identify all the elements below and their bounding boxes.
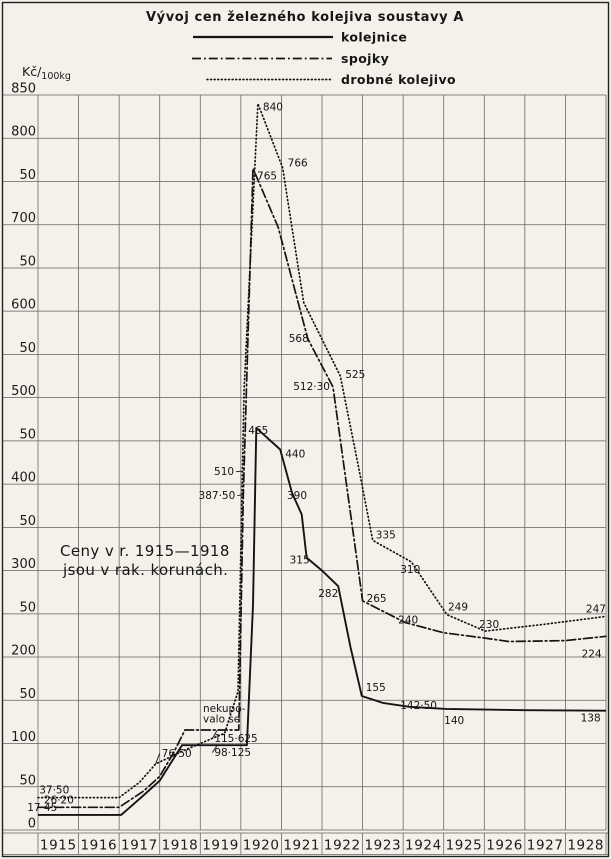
data-point-label: 315 (290, 555, 310, 567)
data-point-label: 510 (214, 466, 234, 478)
data-point-label: 247 (586, 603, 606, 615)
y-axis-unit: Kč/100kg (22, 64, 71, 82)
legend-item-spojky: spojky (192, 51, 389, 66)
y-axis-label: 300 (11, 557, 36, 572)
y-axis-label: 50 (19, 341, 36, 356)
y-axis-label: 50 (19, 427, 36, 442)
data-point-label: 512·30 (293, 381, 330, 393)
x-axis-year-label: 1919 (202, 838, 239, 854)
legend-item-drobne-kolejivo: drobné kolejivo (206, 72, 456, 87)
y-axis-label: 600 (11, 298, 36, 313)
data-point-label: 766 (288, 158, 308, 170)
svg-text:valo se: valo se (203, 714, 240, 726)
data-point-label: 138 (581, 713, 601, 725)
x-axis-year-label: 1920 (243, 838, 280, 854)
y-axis-label: 0 (28, 817, 36, 832)
x-axis-year-label: 1925 (446, 838, 483, 854)
x-axis-year-label: 1927 (527, 838, 564, 854)
svg-text:jsou v rak. korunách.: jsou v rak. korunách. (62, 561, 228, 579)
x-axis-year-label: 1924 (405, 838, 442, 854)
data-point-label: 140 (444, 715, 464, 727)
y-axis-label: 50 (19, 168, 36, 183)
data-point-label: 249 (448, 602, 468, 614)
legend-label-spojky: spojky (341, 51, 389, 66)
data-point-label: 17·45 (27, 802, 57, 814)
data-point-label: 390 (287, 490, 307, 502)
data-point-label: 465 (248, 425, 268, 437)
data-point-label: 115·625 (214, 733, 257, 745)
data-point-label: 335 (376, 529, 396, 541)
x-axis-year-label: 1926 (486, 838, 523, 854)
label-leader-line (211, 729, 218, 739)
data-point-labels: 17·45 98·125 465 440 390 315 282 155 142·50 140 13… (27, 102, 606, 814)
legend-label-drobne-kolejivo: drobné kolejivo (341, 72, 456, 87)
label-leader-line (211, 744, 218, 753)
y-axis-label: 50 (19, 687, 36, 702)
legend-label-kolejnice: kolejnice (341, 30, 407, 45)
series-spojky-line (37, 167, 607, 809)
data-point-label: 26·20 (44, 794, 74, 806)
y-axis-label: 50 (19, 514, 36, 529)
y-axis-label: 200 (11, 644, 36, 659)
data-point-label: 98·125 (214, 747, 251, 759)
data-point-label: 230 (479, 619, 499, 631)
y-axis-label: 100 (11, 730, 36, 745)
data-point-label: 76·50 (162, 748, 192, 760)
grid (2, 94, 609, 855)
data-point-label: 440 (285, 449, 305, 461)
data-point-label: 387·50 (199, 490, 236, 502)
data-point-label: 568 (289, 333, 309, 345)
y-axis-label: 400 (11, 471, 36, 486)
data-series (37, 102, 607, 816)
label-leader-line (237, 494, 244, 496)
x-axis-year-label: 1922 (324, 838, 361, 854)
y-axis-label: 50 (19, 254, 36, 269)
label-leader-line (155, 753, 161, 765)
y-axis-label: 50 (19, 773, 36, 788)
data-point-label: 142·50 (400, 700, 437, 712)
y-axis-label: 850 (11, 82, 36, 97)
x-axis-year-label: 1916 (80, 838, 117, 854)
legend: kolejnice spojky drobné kolejivo (192, 30, 456, 87)
data-point-label: 525 (345, 369, 365, 381)
y-axis-label: 800 (11, 125, 36, 140)
x-axis-year-label: 1917 (121, 838, 158, 854)
no-purchase-note: nekupo- valo se (203, 703, 246, 726)
data-point-label: 310 (400, 564, 420, 576)
data-point-label: 240 (398, 614, 418, 626)
y-axis-label: 50 (19, 600, 36, 615)
currency-note: Ceny v r. 1915—1918 jsou v rak. korunách… (60, 542, 230, 579)
legend-item-kolejnice: kolejnice (193, 30, 407, 45)
svg-text:nekupo-: nekupo- (203, 703, 246, 715)
x-axis-year-label: 1928 (567, 838, 604, 854)
label-leader-line (236, 470, 243, 473)
series-drobné-kolejivo-line (37, 102, 607, 799)
data-point-label: 840 (263, 102, 283, 114)
x-axis-year-label: 1921 (283, 838, 320, 854)
y-axis-label: 500 (11, 384, 36, 399)
data-point-label: 765 (257, 171, 277, 183)
data-point-label: 37·50 (39, 785, 69, 797)
x-axis-year-label: 1915 (40, 838, 77, 854)
series-kolejnice-line (38, 426, 607, 816)
data-point-label: 282 (318, 588, 338, 600)
x-axis-year-label: 1923 (364, 838, 401, 854)
data-point-label: 265 (367, 593, 387, 605)
x-axis-year-label: 1918 (162, 838, 199, 854)
axis-labels: 0 50 100 50 200 50 300 50 400 50 500 50 600 50 700 50 80… (11, 82, 604, 854)
y-axis-label: 700 (11, 211, 36, 226)
data-point-label: 224 (582, 648, 602, 660)
svg-text:Ceny v r. 1915—1918: Ceny v r. 1915—1918 (60, 542, 230, 560)
chart-title: Vývoj cen železného kolejiva soustavy A (146, 10, 464, 25)
data-point-label: 155 (366, 682, 386, 694)
